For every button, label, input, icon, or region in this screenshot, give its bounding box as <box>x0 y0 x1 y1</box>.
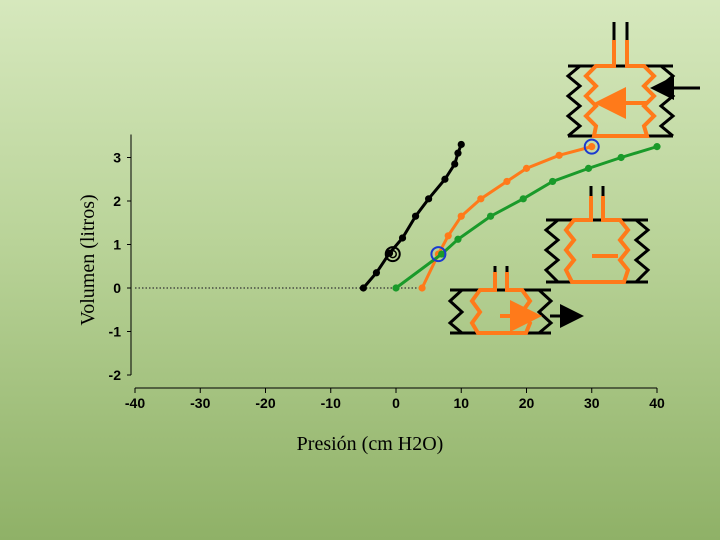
data-point <box>522 164 531 172</box>
data-point <box>398 234 407 242</box>
data-point <box>392 284 400 292</box>
x-tick-label: 30 <box>584 395 600 411</box>
data-point <box>438 250 446 258</box>
x-tick-label: 10 <box>453 395 469 411</box>
highlight-circle <box>583 138 600 155</box>
data-point <box>372 269 381 277</box>
data-point <box>454 235 462 243</box>
y-tick-label: -1 <box>109 324 122 340</box>
data-point <box>451 160 459 168</box>
data-point <box>411 212 420 220</box>
data-point <box>503 177 511 186</box>
bellows-top-illustration <box>565 22 700 138</box>
x-axis-title: Presión (cm H2O) <box>297 433 444 455</box>
bellows-bottom-illustration <box>447 266 584 335</box>
data-point <box>444 232 452 240</box>
series-group <box>359 140 661 292</box>
x-tick-label: 20 <box>519 395 535 411</box>
data-point <box>549 177 557 186</box>
y-tick-label: 3 <box>113 150 121 166</box>
y-tick-label: -2 <box>109 367 122 383</box>
highlight-circle <box>384 246 401 263</box>
highlight-inner-circle <box>388 249 397 259</box>
y-tick-label: 1 <box>113 237 121 253</box>
data-point <box>418 284 426 292</box>
data-point <box>487 212 495 220</box>
data-point <box>425 195 433 203</box>
x-tick-label: 0 <box>392 395 400 411</box>
data-point <box>555 151 563 159</box>
data-point <box>441 175 449 183</box>
data-point <box>457 140 465 149</box>
y-tick-label: 0 <box>113 280 121 296</box>
x-tick-label: -20 <box>255 395 275 411</box>
data-point <box>653 143 661 151</box>
x-tick-label: -40 <box>125 395 145 411</box>
series-2 <box>392 143 661 292</box>
data-point <box>588 143 596 151</box>
data-point <box>584 164 593 172</box>
data-point <box>617 153 625 162</box>
series-line <box>362 143 463 289</box>
highlight-circle <box>430 246 447 263</box>
y-tick-label: 2 <box>113 193 121 209</box>
data-point <box>519 195 527 203</box>
data-point <box>359 284 367 292</box>
data-point <box>457 212 465 220</box>
bellows-middle-illustration <box>543 186 651 284</box>
x-tick-label: 40 <box>649 395 665 411</box>
y-axis-title: Volumen (litros) <box>77 194 99 325</box>
data-point <box>454 149 462 157</box>
series-0 <box>359 140 465 292</box>
data-point <box>477 195 485 203</box>
x-tick-label: -30 <box>190 395 210 411</box>
x-tick-label: -10 <box>321 395 341 411</box>
highlight-markers <box>384 138 600 263</box>
